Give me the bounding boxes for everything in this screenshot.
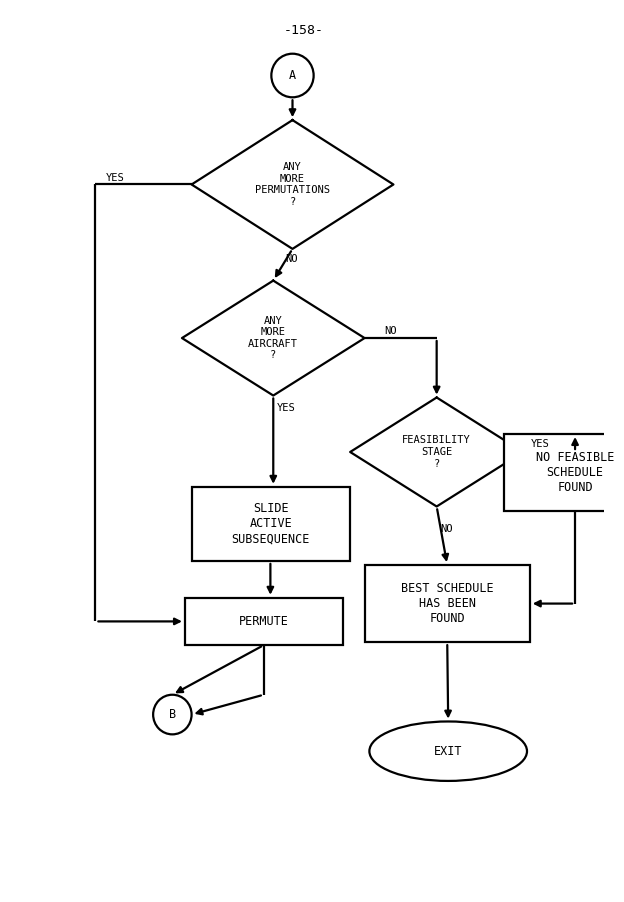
- Bar: [504, 434, 624, 511]
- Bar: [364, 565, 530, 642]
- Text: YES: YES: [105, 172, 124, 182]
- Text: EXIT: EXIT: [434, 745, 462, 758]
- Text: ANY
MORE
PERMUTATIONS
?: ANY MORE PERMUTATIONS ?: [255, 162, 330, 207]
- Text: NO FEASIBLE
SCHEDULE
FOUND: NO FEASIBLE SCHEDULE FOUND: [536, 451, 614, 494]
- Text: PERMUTE: PERMUTE: [239, 615, 289, 628]
- Bar: [185, 598, 343, 645]
- Text: B: B: [169, 708, 176, 721]
- Text: FEASIBILITY
STAGE
?: FEASIBILITY STAGE ?: [402, 436, 471, 469]
- Text: ANY
MORE
AIRCRAFT
?: ANY MORE AIRCRAFT ?: [248, 316, 298, 361]
- Text: NO: NO: [384, 327, 396, 336]
- Text: YES: YES: [277, 403, 296, 413]
- Text: NO: NO: [285, 253, 297, 263]
- Text: BEST SCHEDULE
HAS BEEN
FOUND: BEST SCHEDULE HAS BEEN FOUND: [401, 582, 494, 625]
- Text: A: A: [289, 69, 296, 82]
- Text: YES: YES: [531, 439, 550, 449]
- Bar: [192, 487, 350, 561]
- Text: NO: NO: [441, 524, 453, 534]
- Text: SLIDE
ACTIVE
SUBSEQUENCE: SLIDE ACTIVE SUBSEQUENCE: [232, 502, 310, 546]
- Text: -158-: -158-: [284, 24, 324, 37]
